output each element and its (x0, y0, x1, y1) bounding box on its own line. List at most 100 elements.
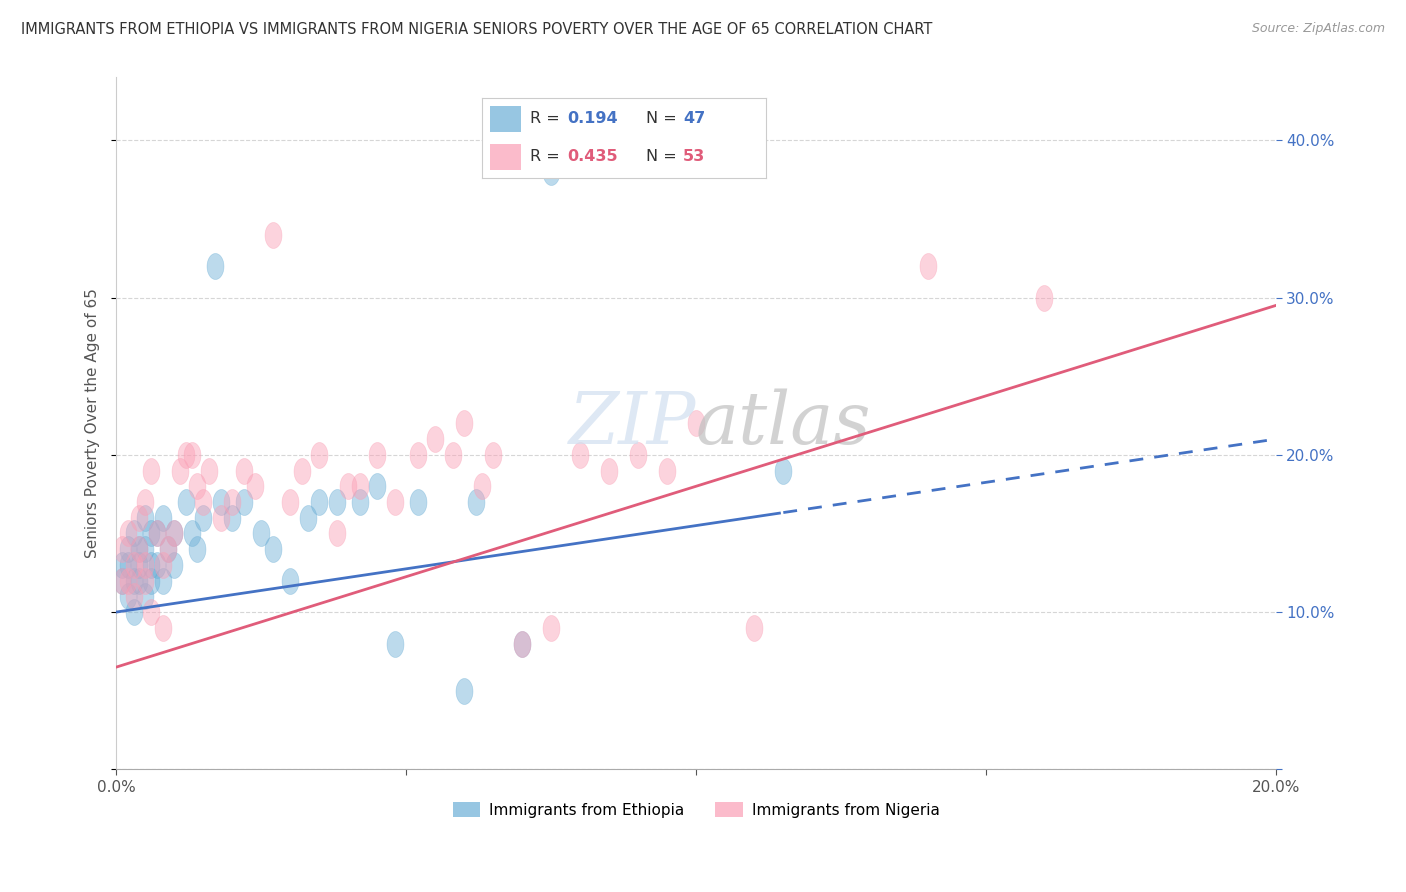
Point (221, 510, 243, 524)
Point (366, 479, 388, 493)
Point (122, 526, 145, 541)
Point (510, 636, 533, 650)
Point (122, 558, 145, 572)
Point (134, 495, 156, 509)
Point (128, 558, 150, 572)
Point (180, 448, 202, 462)
Point (146, 558, 169, 572)
Point (540, 165, 562, 179)
Text: Source: ZipAtlas.com: Source: ZipAtlas.com (1251, 22, 1385, 36)
Point (349, 495, 371, 509)
Point (278, 495, 301, 509)
Point (163, 526, 186, 541)
Point (128, 574, 150, 588)
Point (193, 495, 215, 509)
Point (337, 479, 360, 493)
Point (308, 495, 330, 509)
Point (510, 636, 533, 650)
Point (186, 479, 208, 493)
Text: ZIP: ZIP (568, 388, 696, 458)
Point (134, 510, 156, 524)
Point (325, 526, 347, 541)
Point (139, 558, 162, 572)
Point (470, 479, 492, 493)
Point (152, 510, 174, 524)
Point (111, 574, 134, 588)
Point (297, 510, 319, 524)
Point (186, 542, 208, 557)
Point (232, 495, 254, 509)
Point (742, 621, 765, 635)
Point (291, 464, 314, 478)
Point (423, 432, 446, 446)
Point (453, 683, 475, 698)
Point (1032, 291, 1054, 305)
Point (139, 605, 162, 619)
Point (349, 479, 371, 493)
Point (482, 448, 505, 462)
Point (221, 495, 243, 509)
Point (569, 448, 592, 462)
Point (384, 636, 406, 650)
Point (146, 526, 169, 541)
Point (157, 542, 180, 557)
Text: atlas: atlas (696, 388, 872, 458)
Point (441, 448, 464, 462)
Point (111, 574, 134, 588)
Point (174, 495, 197, 509)
Point (128, 542, 150, 557)
Point (209, 510, 232, 524)
Point (139, 526, 162, 541)
Point (134, 590, 156, 604)
Point (278, 574, 301, 588)
Point (384, 495, 406, 509)
Point (540, 621, 562, 635)
Point (772, 464, 794, 478)
Point (262, 227, 284, 242)
Point (139, 464, 162, 478)
Point (152, 574, 174, 588)
Point (122, 590, 145, 604)
Point (117, 542, 139, 557)
Point (157, 542, 180, 557)
Point (262, 542, 284, 557)
Point (406, 495, 429, 509)
Point (209, 495, 232, 509)
Point (598, 464, 620, 478)
Point (134, 574, 156, 588)
Point (627, 448, 650, 462)
Point (152, 621, 174, 635)
Point (134, 558, 156, 572)
Point (117, 526, 139, 541)
Point (122, 574, 145, 588)
Point (406, 448, 429, 462)
Legend: Immigrants from Ethiopia, Immigrants from Nigeria: Immigrants from Ethiopia, Immigrants fro… (447, 796, 946, 824)
Point (111, 558, 134, 572)
Point (111, 542, 134, 557)
Point (685, 417, 707, 431)
Point (163, 526, 186, 541)
Point (204, 259, 226, 273)
Point (163, 558, 186, 572)
Point (174, 448, 197, 462)
Point (453, 417, 475, 431)
Point (232, 464, 254, 478)
Point (245, 479, 267, 493)
Point (308, 448, 330, 462)
Point (146, 526, 169, 541)
Point (366, 448, 388, 462)
Point (169, 464, 191, 478)
Y-axis label: Seniors Poverty Over the Age of 65: Seniors Poverty Over the Age of 65 (86, 288, 100, 558)
Point (117, 558, 139, 572)
Point (128, 542, 150, 557)
Point (464, 495, 486, 509)
Point (128, 510, 150, 524)
Point (122, 605, 145, 619)
Point (139, 574, 162, 588)
Point (117, 574, 139, 588)
Point (193, 510, 215, 524)
Text: IMMIGRANTS FROM ETHIOPIA VS IMMIGRANTS FROM NIGERIA SENIORS POVERTY OVER THE AGE: IMMIGRANTS FROM ETHIOPIA VS IMMIGRANTS F… (21, 22, 932, 37)
Point (917, 259, 939, 273)
Point (152, 558, 174, 572)
Point (134, 542, 156, 557)
